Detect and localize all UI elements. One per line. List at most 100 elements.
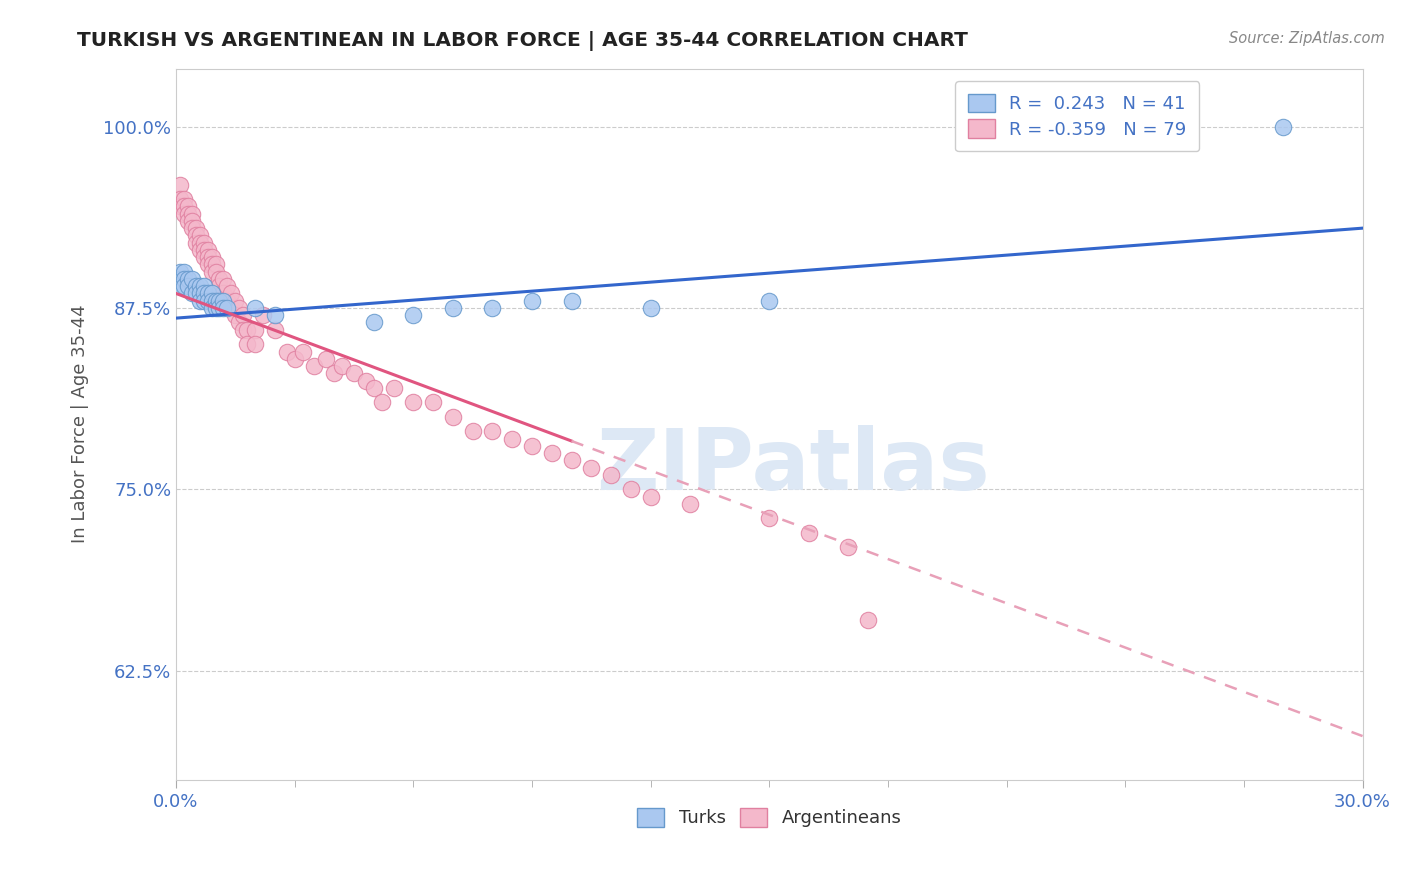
Point xyxy=(291,344,314,359)
Point xyxy=(224,308,246,322)
Point xyxy=(221,286,243,301)
Point xyxy=(481,425,503,439)
Point xyxy=(221,301,243,315)
Point xyxy=(640,490,662,504)
Point xyxy=(197,286,219,301)
Point xyxy=(263,308,285,322)
Point xyxy=(232,323,254,337)
Point xyxy=(180,221,202,235)
Point xyxy=(177,207,200,221)
Point xyxy=(382,381,405,395)
Point xyxy=(188,279,211,293)
Point xyxy=(217,293,239,308)
Point xyxy=(330,359,353,373)
Y-axis label: In Labor Force | Age 35-44: In Labor Force | Age 35-44 xyxy=(72,305,89,543)
Point xyxy=(204,265,226,279)
Point xyxy=(243,301,266,315)
Point xyxy=(177,199,200,213)
Point xyxy=(177,214,200,228)
Point xyxy=(640,301,662,315)
Text: Source: ZipAtlas.com: Source: ZipAtlas.com xyxy=(1229,31,1385,46)
Point xyxy=(236,337,259,351)
Point xyxy=(197,257,219,271)
Point xyxy=(169,192,191,206)
Point xyxy=(228,301,250,315)
Point xyxy=(200,286,222,301)
Point xyxy=(1272,120,1295,134)
Point xyxy=(481,301,503,315)
Point xyxy=(797,525,820,540)
Text: TURKISH VS ARGENTINEAN IN LABOR FORCE | AGE 35-44 CORRELATION CHART: TURKISH VS ARGENTINEAN IN LABOR FORCE | … xyxy=(77,31,969,51)
Point xyxy=(169,279,191,293)
Point xyxy=(169,178,191,192)
Point xyxy=(304,359,326,373)
Point xyxy=(212,293,235,308)
Point xyxy=(173,192,195,206)
Point xyxy=(276,344,298,359)
Point xyxy=(169,199,191,213)
Point xyxy=(169,265,191,279)
Point xyxy=(204,293,226,308)
Point xyxy=(173,279,195,293)
Point xyxy=(363,316,385,330)
Point xyxy=(177,279,200,293)
Point xyxy=(197,243,219,257)
Point xyxy=(208,279,231,293)
Point xyxy=(173,199,195,213)
Point xyxy=(184,235,207,250)
Point xyxy=(193,279,215,293)
Point xyxy=(200,301,222,315)
Point xyxy=(441,409,464,424)
Point xyxy=(180,272,202,286)
Point xyxy=(193,286,215,301)
Point xyxy=(200,265,222,279)
Point xyxy=(441,301,464,315)
Point xyxy=(620,483,643,497)
Point xyxy=(173,265,195,279)
Point xyxy=(193,250,215,264)
Point xyxy=(180,286,202,301)
Point xyxy=(228,316,250,330)
Point xyxy=(370,395,392,409)
Point xyxy=(200,257,222,271)
Point xyxy=(600,467,623,482)
Point xyxy=(758,511,780,525)
Point xyxy=(173,272,195,286)
Point xyxy=(188,286,211,301)
Point xyxy=(217,279,239,293)
Point xyxy=(243,323,266,337)
Point xyxy=(323,366,346,380)
Text: ZIPatlas: ZIPatlas xyxy=(596,425,990,508)
Point xyxy=(243,337,266,351)
Point xyxy=(184,221,207,235)
Point xyxy=(212,272,235,286)
Point xyxy=(560,453,582,467)
Point xyxy=(180,207,202,221)
Point xyxy=(200,293,222,308)
Point xyxy=(184,228,207,243)
Point xyxy=(837,541,859,555)
Point xyxy=(343,366,366,380)
Point xyxy=(184,286,207,301)
Point xyxy=(197,293,219,308)
Point xyxy=(177,272,200,286)
Point xyxy=(180,214,202,228)
Point xyxy=(679,497,702,511)
Point xyxy=(212,301,235,315)
Point xyxy=(193,293,215,308)
Point xyxy=(208,301,231,315)
Point xyxy=(200,250,222,264)
Point xyxy=(169,272,191,286)
Point xyxy=(540,446,562,460)
Point xyxy=(188,235,211,250)
Point xyxy=(193,235,215,250)
Point xyxy=(520,439,543,453)
Point xyxy=(184,279,207,293)
Point xyxy=(263,323,285,337)
Point xyxy=(520,293,543,308)
Point xyxy=(461,425,484,439)
Point xyxy=(560,293,582,308)
Point xyxy=(354,374,377,388)
Point xyxy=(232,308,254,322)
Point xyxy=(422,395,444,409)
